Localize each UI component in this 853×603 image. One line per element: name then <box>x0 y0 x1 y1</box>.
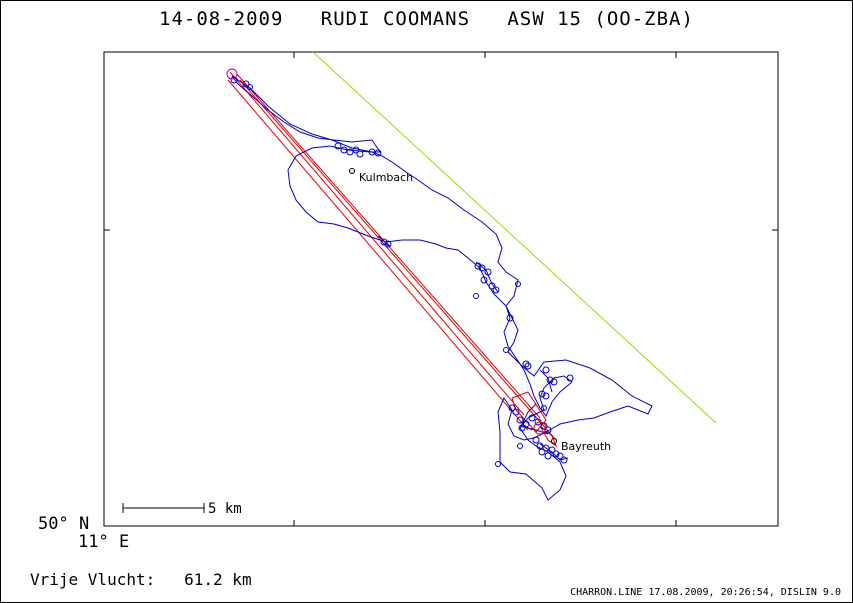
town-label-bayreuth: Bayreuth <box>561 440 611 453</box>
task-legs <box>227 71 558 448</box>
scale-bar-label: 5 km <box>208 501 242 517</box>
distance-label: Vrije Vlucht: <box>30 570 156 589</box>
distance-value: 61.2 km <box>184 570 252 589</box>
footer-info: CHARRON.LINE 17.08.2009, 20:26:54, DISLI… <box>570 587 841 598</box>
longitude-label: 11° E <box>78 532 130 552</box>
axis-ticks <box>104 52 778 526</box>
flight-track <box>231 75 653 501</box>
town-label-kulmbach: Kulmbach <box>359 171 413 184</box>
map-border <box>103 51 779 527</box>
distance-summary: Vrije Vlucht: 61.2 km <box>30 570 252 589</box>
kulmbach-marker <box>349 168 355 174</box>
scale-bar <box>122 503 205 513</box>
flight-title: 14-08-2009 RUDI COOMANS ASW 15 (OO-ZBA) <box>159 8 694 30</box>
start-marker <box>226 68 238 80</box>
bayreuth-marker <box>551 438 557 444</box>
thermal-circles <box>230 76 574 467</box>
reference-line <box>312 51 717 424</box>
turnpoint-marker <box>533 421 547 435</box>
latitude-label: 50° N <box>38 514 90 534</box>
